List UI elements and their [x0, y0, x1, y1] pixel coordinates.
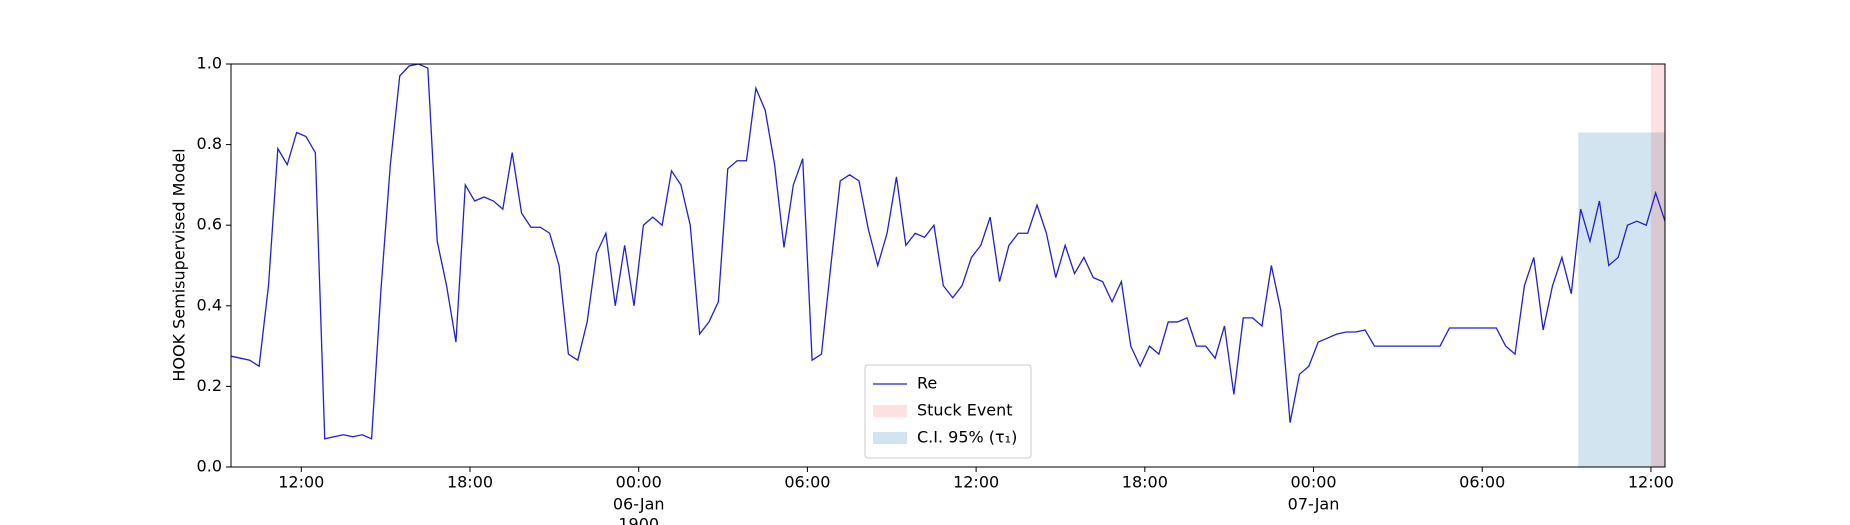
y-tick-label: 0.4: [197, 295, 222, 314]
legend-label: C.I. 95% (τ₁): [917, 428, 1017, 447]
legend-label: Re: [917, 374, 937, 393]
x-tick-label: 00:00: [616, 473, 662, 492]
legend-swatch: [873, 432, 907, 444]
y-tick-label: 0.2: [197, 376, 222, 395]
x-tick-label: 18:00: [447, 473, 493, 492]
axes-frame: [230, 63, 1666, 468]
legend-label: Stuck Event: [917, 401, 1013, 420]
y-tick-label: 0.8: [197, 134, 222, 153]
x-tick-date: 06-Jan: [613, 495, 665, 514]
x-tick-year: 1900: [618, 515, 659, 525]
x-tick-label: 06:00: [1459, 473, 1505, 492]
y-tick-label: 0.6: [197, 215, 222, 234]
x-tick-label: 00:00: [1290, 473, 1336, 492]
y-tick-label: 1.0: [197, 54, 222, 73]
legend-box: [864, 364, 1032, 459]
legend: Re Stuck Event C.I. 95% (τ₁): [864, 364, 1032, 459]
x-tick-label: 18:00: [1122, 473, 1168, 492]
span: [1650, 64, 1665, 467]
legend-swatch: [873, 405, 907, 417]
y-axis-label: HOOK Semisupervised Model: [170, 148, 189, 381]
data-line: [230, 63, 1666, 440]
y-tick-label: 0.0: [197, 457, 222, 476]
x-tick-label: 12:00: [1628, 473, 1674, 492]
x-tick-label: 12:00: [278, 473, 324, 492]
x-tick-date: 07-Jan: [1288, 495, 1340, 514]
x-tick-label: 06:00: [784, 473, 830, 492]
x-tick-label: 12:00: [953, 473, 999, 492]
span: [1578, 132, 1665, 467]
